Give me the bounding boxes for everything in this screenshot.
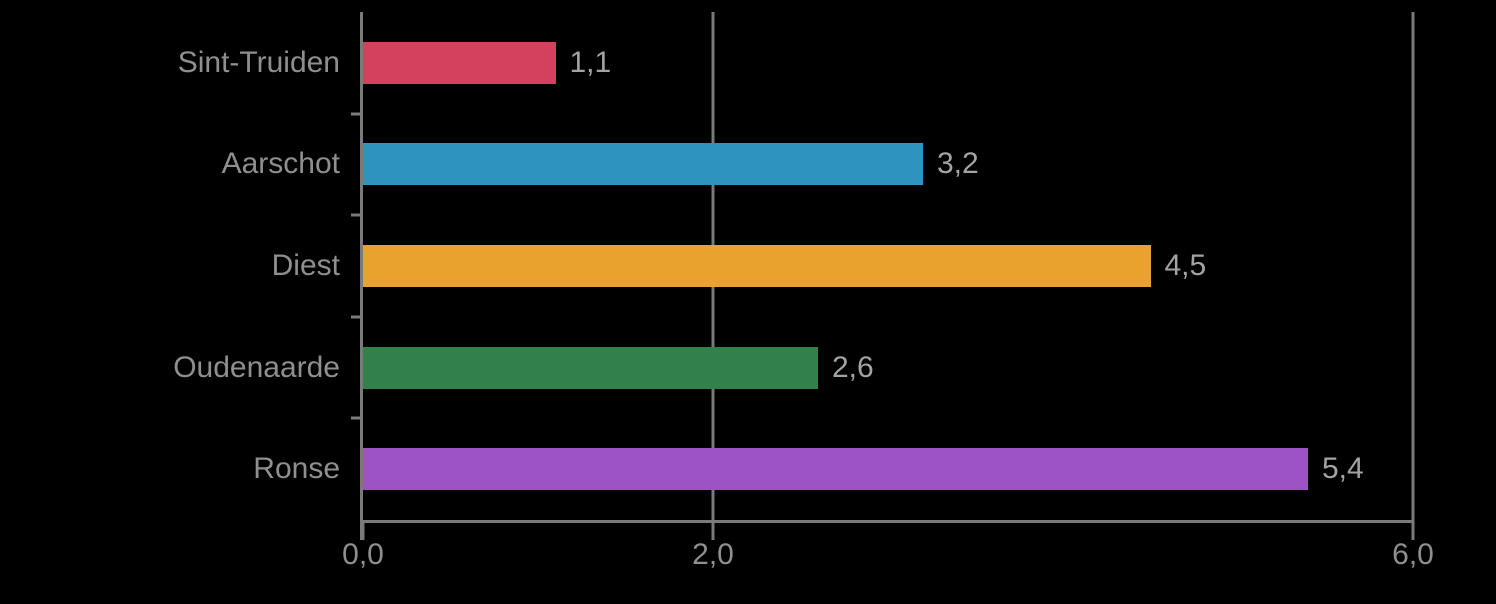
x-tick-label: 0,0 — [342, 538, 384, 571]
bar — [363, 245, 1151, 287]
x-tick-label: 6,0 — [1392, 538, 1434, 571]
y-axis-tick — [351, 213, 360, 217]
value-label: 1,1 — [569, 45, 612, 79]
y-axis-tick — [351, 416, 360, 420]
category-label: Sint-Truiden — [177, 45, 340, 79]
plot-area: 0,0 2,0 6,0 Sint-Truiden 1,1 Aarschot 3,2 Diest… — [173, 12, 1434, 571]
category-label: Ronse — [253, 452, 340, 486]
category-label: Aarschot — [221, 147, 340, 181]
value-label: 3,2 — [937, 147, 979, 181]
bar — [363, 143, 923, 186]
y-axis-tick — [351, 112, 360, 116]
category-label: Diest — [271, 248, 340, 282]
bar — [363, 41, 556, 84]
x-tick-label: 2,0 — [692, 538, 734, 571]
bar — [363, 448, 1308, 491]
y-axis-tick — [351, 315, 360, 319]
x-axis — [360, 520, 1413, 523]
gridline — [1411, 12, 1415, 520]
x-axis-tick — [711, 520, 715, 540]
y-axis — [360, 12, 363, 540]
value-label: 5,4 — [1322, 452, 1364, 486]
category-label: Oudenaarde — [173, 350, 340, 384]
value-label: 2,6 — [832, 350, 874, 384]
value-label: 4,5 — [1164, 248, 1207, 282]
x-axis-tick — [1411, 520, 1415, 540]
x-axis-tick — [361, 520, 365, 540]
bar — [363, 346, 818, 389]
